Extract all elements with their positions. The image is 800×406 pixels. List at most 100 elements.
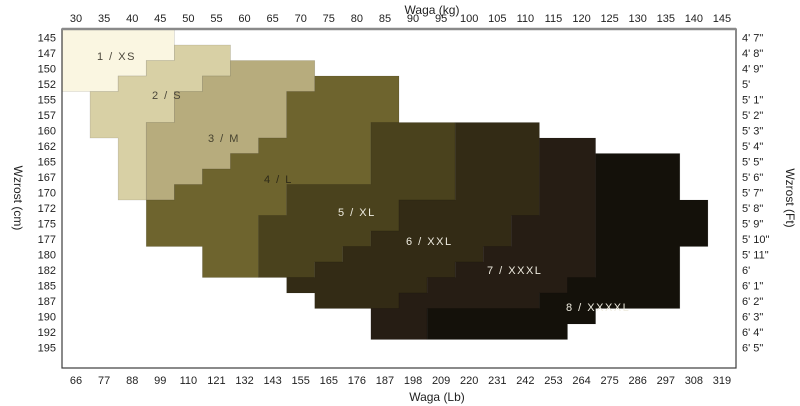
- tick-ft-9: 5' 6": [742, 172, 763, 184]
- tick-lb-198: 198: [404, 375, 422, 387]
- tick-cm-192: 192: [38, 327, 56, 339]
- tick-cm-195: 195: [38, 342, 56, 354]
- tick-ft-11: 5' 8": [742, 203, 763, 215]
- tick-lb-231: 231: [488, 375, 506, 387]
- tick-cm-145: 145: [38, 32, 56, 44]
- tick-cm-155: 155: [38, 94, 56, 106]
- tick-lb-88: 88: [126, 375, 138, 387]
- tick-cm-150: 150: [38, 63, 56, 75]
- height-ft-tick-labels: 4' 7" 4' 8" 4' 9" 5' 5' 1" 5' 2" 5' 3" 5' 4" 5' …: [742, 32, 770, 354]
- tick-lb-275: 275: [600, 375, 618, 387]
- tick-ft-4: 5' 1": [742, 94, 763, 106]
- tick-kg-60: 60: [238, 13, 250, 25]
- tick-ft-17: 6' 2": [742, 296, 763, 308]
- tick-cm-180: 180: [38, 249, 56, 261]
- tick-ft-7: 5' 4": [742, 141, 763, 153]
- tick-ft-12: 5' 9": [742, 218, 763, 230]
- tick-cm-152: 152: [38, 79, 56, 91]
- tick-kg-135: 135: [657, 13, 675, 25]
- tick-cm-172: 172: [38, 203, 56, 215]
- tick-ft-5: 5' 2": [742, 110, 763, 122]
- tick-lb-187: 187: [376, 375, 394, 387]
- size-band-labels: 1 / XS 2 / S 3 / M 4 / L 5 / XL 6 / XXL 7 / XX…: [97, 51, 630, 314]
- tick-kg-75: 75: [323, 13, 335, 25]
- tick-lb-110: 110: [180, 375, 198, 387]
- tick-ft-15: 6': [742, 265, 750, 277]
- tick-kg-125: 125: [600, 13, 618, 25]
- tick-lb-176: 176: [348, 375, 366, 387]
- right-axis-title: Wzrost (Ft): [783, 168, 797, 227]
- tick-lb-242: 242: [516, 375, 534, 387]
- tick-cm-182: 182: [38, 265, 56, 277]
- size-band-label-6: 6 / XXL: [406, 236, 453, 248]
- tick-ft-19: 6' 4": [742, 327, 763, 339]
- tick-lb-99: 99: [154, 375, 166, 387]
- tick-kg-110: 110: [517, 13, 535, 25]
- weight-lb-tick-labels: 66 77 88 99 110 121 132 143 155 165 176 187 198 209 22…: [70, 375, 731, 387]
- top-axis-title: Waga (kg): [405, 3, 460, 17]
- tick-ft-16: 6' 1": [742, 280, 763, 292]
- tick-lb-220: 220: [460, 375, 478, 387]
- tick-lb-209: 209: [432, 375, 450, 387]
- tick-kg-95: 95: [435, 13, 447, 25]
- tick-cm-177: 177: [38, 234, 56, 246]
- tick-kg-145: 145: [713, 13, 731, 25]
- tick-kg-115: 115: [545, 13, 563, 25]
- tick-lb-165: 165: [320, 375, 338, 387]
- tick-lb-143: 143: [263, 375, 281, 387]
- size-band-label-1: 1 / XS: [97, 51, 136, 63]
- tick-cm-190: 190: [38, 311, 56, 323]
- tick-ft-2: 4' 9": [742, 63, 763, 75]
- size-bands: [61, 29, 709, 340]
- tick-ft-6: 5' 3": [742, 125, 763, 137]
- tick-cm-187: 187: [38, 296, 56, 308]
- size-band-8: [426, 153, 709, 340]
- tick-cm-170: 170: [38, 187, 56, 199]
- tick-kg-140: 140: [685, 13, 703, 25]
- tick-kg-90: 90: [407, 13, 419, 25]
- tick-lb-286: 286: [629, 375, 647, 387]
- size-band-label-5: 5 / XL: [338, 207, 376, 219]
- tick-kg-50: 50: [182, 13, 194, 25]
- tick-ft-3: 5': [742, 79, 750, 91]
- tick-kg-70: 70: [295, 13, 307, 25]
- height-cm-tick-labels: 145 147 150 152 155 157 160 162 165 167 170 172 175 1…: [38, 32, 56, 354]
- left-axis-title: Wzrost (cm): [11, 166, 25, 231]
- tick-lb-66: 66: [70, 375, 82, 387]
- tick-lb-132: 132: [235, 375, 253, 387]
- tick-ft-0: 4' 7": [742, 32, 763, 44]
- size-band-label-2: 2 / S: [152, 90, 182, 102]
- tick-lb-319: 319: [713, 375, 731, 387]
- size-band-label-7: 7 / XXXL: [487, 265, 542, 277]
- tick-lb-77: 77: [98, 375, 110, 387]
- size-band-label-8: 8 / XXXXL: [566, 302, 630, 314]
- tick-ft-1: 4' 8": [742, 48, 763, 60]
- bottom-axis-title: Waga (Lb): [409, 390, 465, 404]
- tick-kg-40: 40: [126, 13, 138, 25]
- tick-cm-160: 160: [38, 125, 56, 137]
- size-band-label-3: 3 / M: [208, 133, 240, 145]
- tick-ft-8: 5' 5": [742, 156, 763, 168]
- tick-kg-105: 105: [488, 13, 506, 25]
- tick-ft-13: 5' 10": [742, 234, 770, 246]
- tick-kg-130: 130: [629, 13, 647, 25]
- plot-border: [61, 27, 737, 369]
- tick-ft-20: 6' 5": [742, 342, 763, 354]
- tick-cm-175: 175: [38, 218, 56, 230]
- size-band-label-4: 4 / L: [264, 174, 293, 186]
- tick-lb-253: 253: [544, 375, 562, 387]
- weight-kg-tick-labels: 30 35 40 45 50 55 60 65 70 75 80 85 90 95 100 105 110 115…: [70, 13, 731, 25]
- tick-kg-35: 35: [98, 13, 110, 25]
- tick-kg-45: 45: [154, 13, 166, 25]
- tick-lb-308: 308: [685, 375, 703, 387]
- tick-cm-147: 147: [38, 48, 56, 60]
- tick-cm-162: 162: [38, 141, 56, 153]
- tick-ft-10: 5' 7": [742, 187, 763, 199]
- tick-cm-157: 157: [38, 110, 56, 122]
- tick-kg-80: 80: [351, 13, 363, 25]
- tick-cm-165: 165: [38, 156, 56, 168]
- tick-ft-18: 6' 3": [742, 311, 763, 323]
- tick-lb-121: 121: [207, 375, 225, 387]
